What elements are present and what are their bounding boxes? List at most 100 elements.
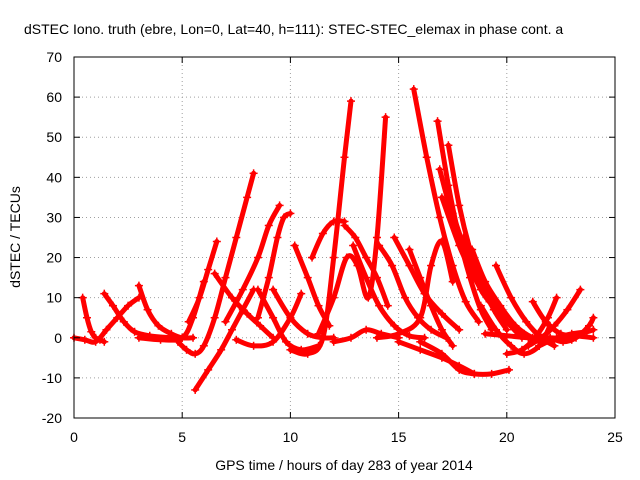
- data-point: [346, 97, 355, 106]
- x-tick-label: 20: [499, 429, 515, 445]
- data-point: [394, 337, 403, 346]
- data-point: [134, 333, 143, 342]
- tick-layer: 0 5 10 15 20 25 -20 -10 0 10 20 30 40 50 60 70: [42, 49, 623, 445]
- data-point: [204, 265, 213, 274]
- data-point: [455, 325, 464, 334]
- data-point: [585, 321, 594, 330]
- data-point: [517, 345, 526, 354]
- data-point: [420, 333, 429, 342]
- data-point: [502, 349, 511, 358]
- data-point: [388, 261, 397, 270]
- data-point: [496, 301, 505, 310]
- data-point: [459, 233, 468, 242]
- data-point: [437, 325, 446, 334]
- data-point: [504, 365, 513, 374]
- data-point: [362, 273, 371, 282]
- y-tick-label: 70: [46, 49, 62, 65]
- data-point: [329, 253, 338, 262]
- data-point: [221, 317, 230, 326]
- data-point: [364, 293, 373, 302]
- data-point: [134, 281, 143, 290]
- data-point: [437, 353, 446, 362]
- data-point: [563, 305, 572, 314]
- data-point: [541, 317, 550, 326]
- data-point: [184, 317, 193, 326]
- data-point: [427, 325, 436, 334]
- y-tick-label: 40: [46, 169, 62, 185]
- chart-title: dSTEC Iono. truth (ebre, Lon=0, Lat=40, …: [24, 21, 563, 37]
- data-point: [394, 329, 403, 338]
- data-point: [550, 341, 559, 350]
- data-point: [576, 285, 585, 294]
- data-point: [582, 327, 591, 336]
- x-tick-label: 15: [391, 429, 407, 445]
- data-point: [199, 341, 208, 350]
- data-point: [491, 261, 500, 270]
- data-point: [286, 313, 295, 322]
- data-point: [401, 293, 410, 302]
- data-point: [409, 85, 418, 94]
- data-point: [167, 329, 176, 338]
- data-point: [318, 333, 327, 342]
- plot-frame: [73, 56, 616, 419]
- data-point: [189, 333, 198, 342]
- data-point: [308, 253, 317, 262]
- data-point: [362, 325, 371, 334]
- data-point: [232, 335, 241, 344]
- data-point: [143, 305, 152, 314]
- data-point: [269, 337, 278, 346]
- data-point: [130, 327, 139, 336]
- data-point: [383, 301, 392, 310]
- data-point: [204, 365, 213, 374]
- series-arc: [309, 218, 347, 261]
- data-point: [507, 293, 516, 302]
- data-point: [249, 341, 258, 350]
- data-point: [405, 331, 414, 340]
- data-point: [318, 229, 327, 238]
- data-point: [286, 345, 295, 354]
- data-point: [119, 317, 128, 326]
- data-point: [256, 321, 265, 330]
- data-point: [232, 233, 241, 242]
- data-point: [342, 253, 351, 262]
- data-point: [264, 273, 273, 282]
- data-point: [437, 309, 446, 318]
- data-point: [427, 261, 436, 270]
- x-axis-title: GPS time / hours of day 283 of year 2014: [215, 457, 473, 473]
- data-point: [191, 385, 200, 394]
- data-point: [82, 313, 91, 322]
- data-point: [210, 269, 219, 278]
- data-point: [589, 313, 598, 322]
- data-point: [427, 301, 436, 310]
- series-arc: [186, 239, 220, 325]
- data-layer: [70, 85, 598, 394]
- data-point: [535, 341, 544, 350]
- y-tick-label: -20: [42, 410, 62, 426]
- y-tick-label: 20: [46, 250, 62, 266]
- data-point: [249, 169, 258, 178]
- data-point: [191, 349, 200, 358]
- data-point: [455, 201, 464, 210]
- data-point: [349, 241, 358, 250]
- data-point: [102, 325, 111, 334]
- data-point: [474, 317, 483, 326]
- data-point: [468, 245, 477, 254]
- data-point: [346, 333, 355, 342]
- series-arc: [374, 238, 456, 341]
- data-point: [372, 273, 381, 282]
- data-point: [329, 217, 338, 226]
- data-point: [476, 285, 485, 294]
- data-point: [286, 209, 295, 218]
- y-tick-label: 10: [46, 290, 62, 306]
- data-point: [253, 285, 262, 294]
- y-tick-label: 60: [46, 89, 62, 105]
- data-point: [238, 285, 247, 294]
- data-point: [416, 337, 425, 346]
- series-arc: [192, 287, 257, 393]
- data-point: [329, 293, 338, 302]
- data-point: [372, 233, 381, 242]
- data-point: [351, 233, 360, 242]
- data-point: [273, 233, 282, 242]
- y-axis-title: dSTEC / TECUs: [7, 186, 23, 288]
